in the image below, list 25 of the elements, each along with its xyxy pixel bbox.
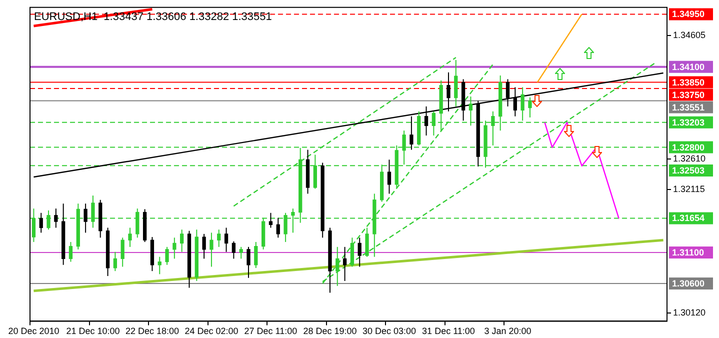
- ref-line-label: 1.34950: [672, 9, 705, 20]
- ref-line-label: 1.33850: [672, 77, 705, 88]
- x-tick-label: 30 Dec 03:00: [362, 326, 416, 336]
- x-tick-label: 21 Dec 10:00: [66, 326, 120, 336]
- x-tick-label: 28 Dec 19:00: [303, 326, 357, 336]
- ref-line-label: 1.32800: [672, 142, 705, 152]
- y-tick-label: 1.30120: [673, 308, 706, 318]
- y-tick-label: 1.32115: [673, 184, 705, 194]
- x-tick-label: 3 Jan 20:00: [484, 326, 532, 336]
- x-tick-label: 31 Dec 11:00: [422, 326, 475, 336]
- chart-title: EURUSD,H1 1.33437 1.33606 1.33282 1.33551: [34, 10, 272, 23]
- ref-line-label: 1.30600: [672, 278, 705, 288]
- ref-line-label: 1.33203: [672, 117, 705, 128]
- x-tick-label: 20 Dec 2010: [8, 326, 60, 336]
- x-tick-label: 22 Dec 18:00: [125, 326, 179, 336]
- ref-line-label: 1.31654: [672, 213, 705, 224]
- x-tick-label: 24 Dec 02:00: [184, 326, 238, 336]
- x-tick-label: 27 Dec 11:00: [244, 326, 298, 336]
- ref-line-label: 1.32503: [672, 166, 705, 176]
- ref-line-label: 1.33551: [672, 102, 705, 112]
- ref-line-label: 1.31100: [672, 247, 704, 258]
- ref-line-label: 1.33750: [672, 90, 705, 100]
- ref-line-label: 1.34100: [672, 62, 705, 72]
- y-tick-label: 1.34605: [673, 30, 706, 40]
- y-tick-label: 1.32610: [673, 154, 706, 164]
